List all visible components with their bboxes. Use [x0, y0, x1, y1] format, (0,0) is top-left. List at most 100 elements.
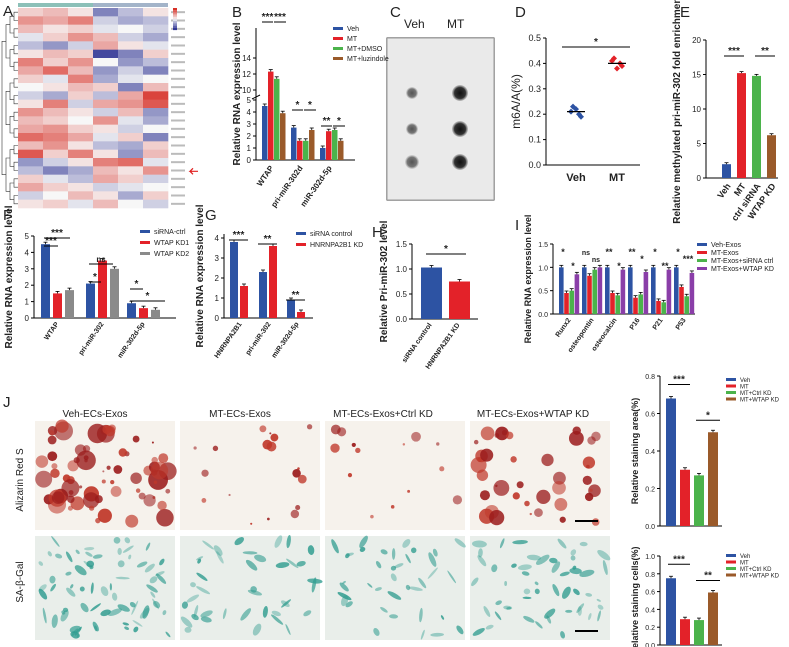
significance-label: ** [605, 247, 613, 257]
heatmap-cell [143, 158, 169, 167]
chart-h: 0.0 0.5 1.0 1.5 Relative Pri-miR-302 level si… [379, 220, 478, 371]
heatmap-cell [143, 41, 169, 50]
y-tick-label: 3 [215, 254, 220, 263]
heatmap-cell [18, 33, 44, 42]
heatmap-cell [18, 24, 44, 34]
bar [65, 290, 74, 318]
heatmap-cell [93, 24, 119, 34]
stained-cell [274, 535, 283, 548]
significance-label: * [653, 247, 657, 257]
bar [615, 295, 620, 314]
stained-cell [375, 560, 382, 569]
heatmap-cell [118, 99, 144, 109]
significance-label: *** [51, 228, 63, 239]
stained-cell [234, 537, 245, 546]
calcium-deposit [351, 442, 356, 448]
significance-label: *** [728, 46, 740, 57]
legend-swatch [140, 241, 150, 244]
dendrogram-branch [13, 178, 18, 188]
heatmap-cell [18, 199, 44, 209]
stained-cell [387, 591, 402, 600]
heatmap-cell [93, 108, 119, 117]
calcium-deposit [118, 448, 128, 457]
x-tick-label: Veh [566, 172, 586, 184]
stained-cell [69, 625, 82, 633]
stained-cell [92, 554, 103, 559]
heatmap-cell [93, 99, 119, 109]
heatmap-cell [68, 133, 94, 142]
heatmap-cell [143, 183, 169, 192]
colorbar-step [173, 21, 177, 24]
heatmap-cell [93, 141, 119, 150]
stained-cell [128, 554, 132, 560]
heatmap-cell [93, 133, 119, 142]
stained-cell [551, 561, 561, 573]
heatmap-cell [43, 91, 69, 100]
legend-label: Veh [740, 554, 750, 560]
legend-swatch [697, 267, 707, 270]
significance-label: * [296, 100, 300, 111]
stained-cell [478, 548, 483, 558]
heatmap-cell [18, 16, 44, 25]
stained-cell [142, 605, 150, 619]
heatmap-cell [43, 108, 69, 117]
stained-cell [74, 565, 87, 576]
significance-label: ** [761, 46, 769, 57]
gene-name-mark [171, 119, 185, 122]
y-tick-label: 0 [25, 314, 30, 323]
x-tick-label: HNRNPA2B1 [214, 321, 244, 360]
stained-cell [391, 548, 396, 560]
bar [661, 302, 666, 314]
heatmap-cell [118, 74, 144, 84]
stained-cell [150, 591, 156, 598]
dendrogram-branch [13, 145, 18, 155]
heatmap-cell [43, 49, 69, 59]
chart-f: 0 1 2 3 4 5 Relative RNA expression level WTAP p… [4, 205, 189, 359]
heatmap-cell [68, 49, 94, 59]
y-tick-label: 2 [247, 132, 252, 141]
heatmap-cell [143, 8, 169, 17]
calcium-deposit [135, 488, 141, 493]
y-tick-label: 0.5 [396, 290, 408, 299]
heatmap-cell [43, 141, 69, 150]
heatmap-cell [93, 149, 119, 159]
legend-swatch [726, 391, 736, 394]
stained-cell [196, 556, 204, 561]
stained-cell [342, 580, 346, 584]
heatmap-cell [118, 166, 144, 175]
y-tick-label: 1.0 [396, 265, 408, 274]
colorbar-step [173, 23, 177, 26]
stained-cell [113, 536, 121, 544]
dot-blot-col-veh: Veh [404, 17, 425, 31]
heatmap-cell [93, 83, 119, 92]
calcium-deposit [541, 453, 554, 467]
heatmap-cell [68, 124, 94, 134]
y-tick-label: 0.5 [528, 33, 541, 43]
stained-cell [153, 600, 161, 609]
stained-cell [456, 625, 464, 635]
stained-cell [286, 558, 299, 569]
heatmap-cell [118, 191, 144, 200]
dendrogram-branch [1, 41, 6, 175]
col-label-wtap-kd: MT-ECs-Exos+WTAP KD [477, 409, 589, 420]
bar [628, 267, 633, 314]
panel-label-h: H [372, 224, 383, 241]
significance-label: * [706, 410, 710, 421]
calcium-deposit [439, 466, 445, 472]
heatmap-cell [68, 24, 94, 34]
stained-cell [184, 627, 192, 633]
bar [651, 267, 656, 314]
significance-label: *** [274, 12, 286, 23]
colorbar-step [173, 14, 177, 17]
stained-cell [162, 610, 167, 616]
heatmap-cell [118, 24, 144, 34]
heatmap-cell [18, 8, 44, 17]
stained-cell [240, 608, 252, 621]
y-axis-title: Relative RNA expression level [232, 22, 243, 165]
calcium-deposit [337, 427, 347, 437]
heatmap-cell [143, 133, 169, 142]
heatmap-cell [18, 66, 44, 75]
calcium-deposit [67, 505, 73, 511]
heatmap-cell [143, 124, 169, 134]
y-tick-label: 0 [215, 314, 220, 323]
